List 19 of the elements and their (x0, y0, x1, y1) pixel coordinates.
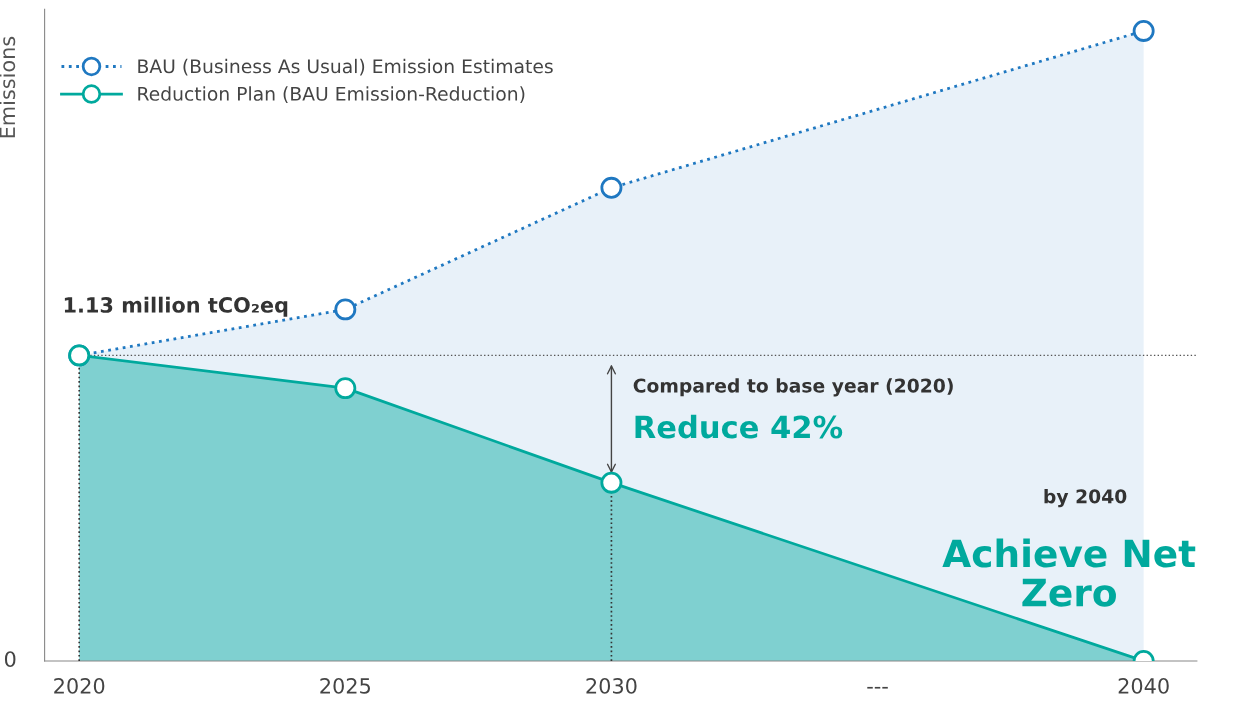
x-tick-label: 2030 (586, 677, 637, 694)
x-tick-label: 2020 (54, 677, 105, 694)
x-tick-label: --- (867, 686, 888, 689)
point (600, 471, 623, 494)
annotation: by 2040 (1044, 488, 1127, 508)
x-tick-label: 2025 (320, 677, 370, 694)
point (334, 298, 357, 321)
legend-label: Reduction Plan (BAU Emission-Reduction) (138, 86, 525, 104)
annotation: Reduce 42% (635, 414, 843, 439)
annotation: Achieve Net Zero (942, 538, 1196, 607)
annotation: Compared to base year (2020) (633, 378, 953, 397)
legend-label: BAU (Business As Usual) Emission Estimates (138, 58, 553, 76)
point (334, 377, 357, 400)
x-tick-label: 2040 (1118, 677, 1169, 694)
text: 0 (4, 651, 16, 667)
point (1132, 19, 1155, 42)
annotation: 1.13 million tCO₂eq (64, 296, 288, 317)
point (600, 176, 623, 199)
y-axis-title: Emissions (0, 36, 16, 138)
